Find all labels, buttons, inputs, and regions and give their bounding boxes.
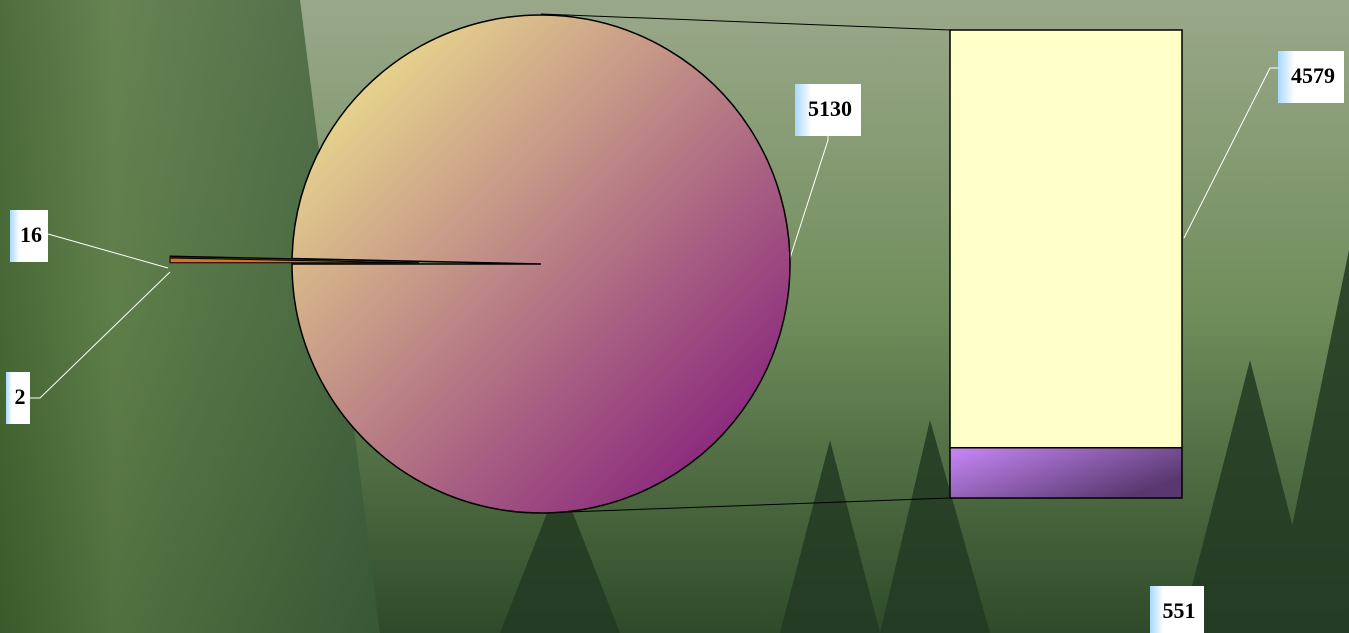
data-label: 551 xyxy=(1163,598,1196,623)
pie-slice xyxy=(292,15,790,513)
bar-segment xyxy=(950,448,1182,498)
data-label: 2 xyxy=(15,384,26,409)
bar-segment xyxy=(950,30,1182,448)
data-label: 16 xyxy=(20,222,42,247)
data-label: 5130 xyxy=(808,96,852,121)
data-label: 4579 xyxy=(1291,63,1335,88)
